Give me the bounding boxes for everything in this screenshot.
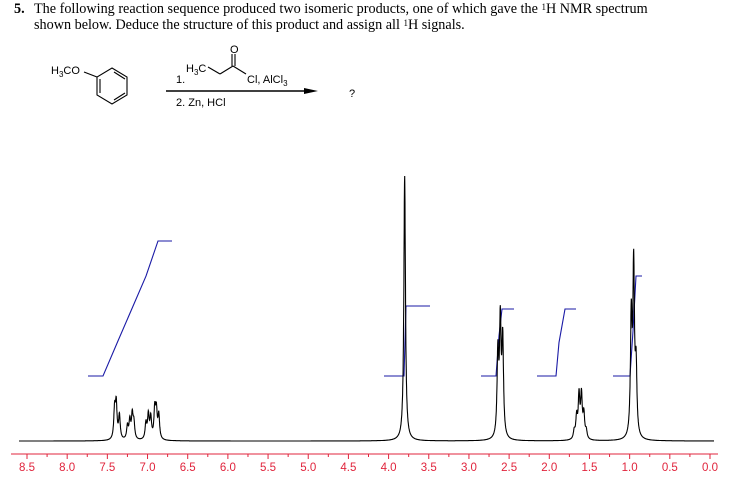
axis-tick-label: 4.5 — [340, 462, 356, 474]
carbonyl-oxygen-label: O — [230, 44, 239, 56]
axis-tick-label: 2.5 — [501, 462, 517, 474]
axis-tick-label: 0.0 — [702, 462, 718, 474]
question-line1-end: H NMR spectrum — [545, 1, 648, 17]
axis-tick-label: 6.5 — [180, 462, 196, 474]
integral-curve — [613, 275, 642, 377]
propanoyl-chloride-structure — [207, 54, 247, 75]
step2-reagents: 2. Zn, HCl — [176, 97, 226, 109]
methyl-label: H3C — [186, 63, 206, 77]
arrow-head-icon — [304, 88, 318, 94]
axis-tick-label: 1.0 — [622, 462, 638, 474]
superscript-1: 1 — [541, 2, 546, 12]
axis-tick-label: 5.0 — [300, 462, 316, 474]
axis-tick-label: 2.0 — [541, 462, 557, 474]
axis-tick-label: 7.5 — [99, 462, 115, 474]
integral-curve — [481, 308, 514, 377]
axis-tick-label: 0.5 — [662, 462, 678, 474]
axis-tick-label: 6.0 — [220, 462, 236, 474]
axis-tick-label: 8.0 — [59, 462, 75, 474]
spectrum-trace — [19, 175, 714, 442]
question-line2-end: H signals. — [407, 17, 465, 33]
axis-tick-label: 3.0 — [461, 462, 477, 474]
axis-tick-label: 8.5 — [19, 462, 35, 474]
question-line2: shown below. Deduce the structure of thi… — [34, 17, 404, 33]
product-unknown: ? — [349, 88, 355, 100]
ppm-axis: 8.5 8.0 7.5 7.0 6.5 6.0 5.5 5.0 4.5 4.0 3.5 3.0 2.5 2… — [11, 453, 718, 474]
methoxy-label: H3CO — [51, 65, 80, 79]
axis-tick-label: 5.5 — [260, 462, 276, 474]
axis-tick-label: 3.5 — [421, 462, 437, 474]
axis-tick-label: 7.0 — [140, 462, 156, 474]
integral-traces — [88, 240, 642, 377]
axis-tick-label: 1.5 — [581, 462, 597, 474]
question-text: 5. The following reaction sequence produc… — [14, 1, 739, 33]
integral-curve — [537, 308, 576, 377]
integral-curve — [88, 240, 172, 377]
question-line1: The following reaction sequence produced… — [34, 1, 542, 17]
integral-curve — [384, 305, 430, 377]
superscript-1b: 1 — [403, 18, 408, 28]
anisole-structure — [83, 67, 128, 105]
step1-number: 1. — [176, 74, 185, 86]
reaction-scheme: H3CO O 1. H3C Cl, AlCl3 2. Zn, HCl ? — [51, 44, 355, 109]
chloride-label: Cl, AlCl3 — [247, 74, 288, 88]
question-number: 5. — [14, 1, 25, 17]
axis-tick-label: 4.0 — [381, 462, 397, 474]
